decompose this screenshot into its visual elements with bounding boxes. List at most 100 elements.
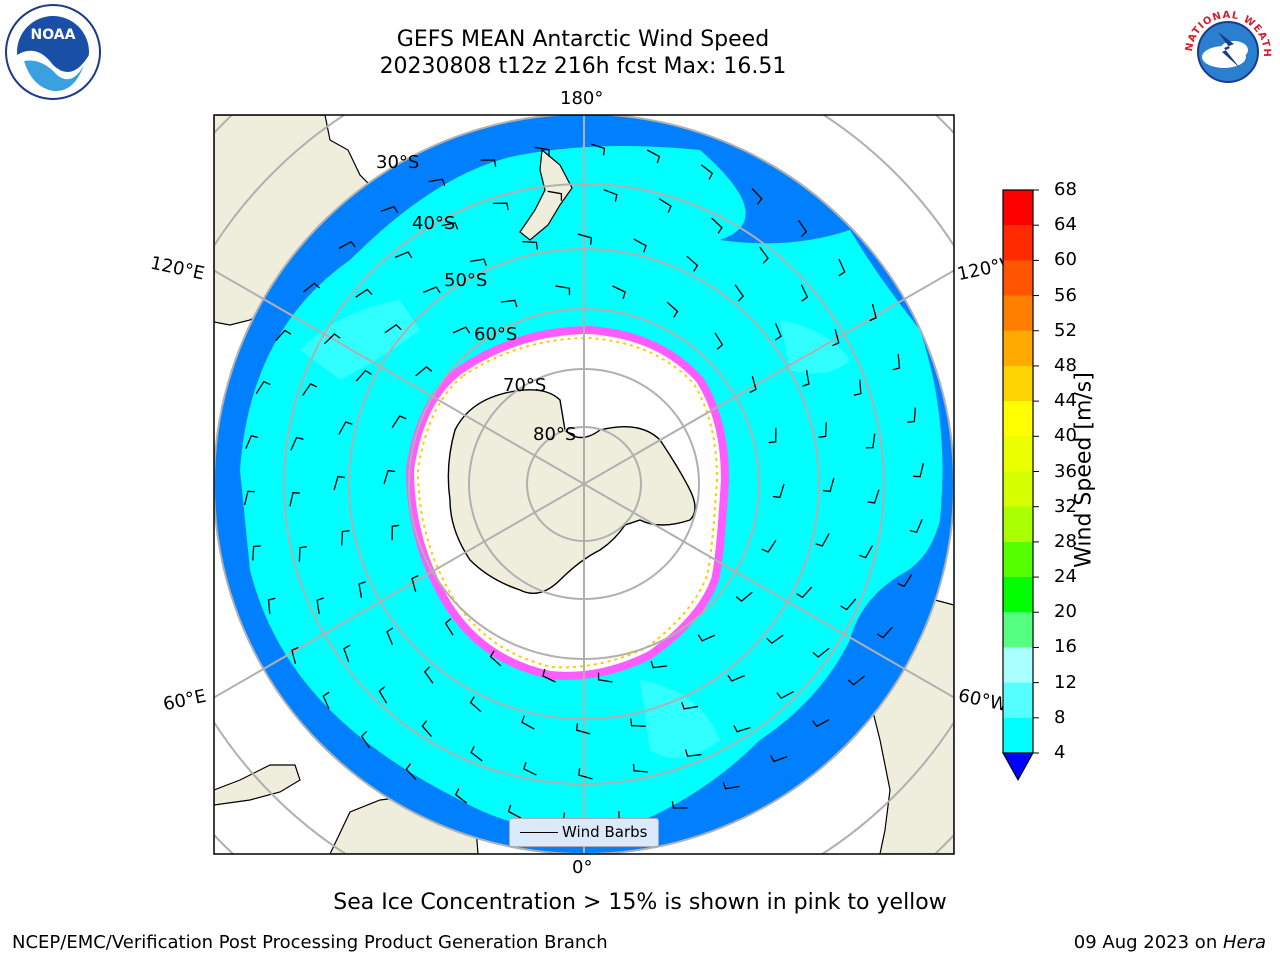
wind-barb	[684, 749, 702, 757]
wind-barb	[815, 533, 830, 547]
wind-barb	[812, 718, 830, 728]
chart-subtitle: 20230808 t12z 216h fcst Max: 16.51	[379, 54, 787, 79]
wind-barb	[470, 745, 483, 762]
wind-barb	[658, 198, 672, 213]
land-new-zealand	[519, 148, 573, 241]
colorbar-tick-label: 64	[1054, 214, 1077, 236]
colorbar-tick-label: 56	[1054, 284, 1077, 306]
wind-barb	[761, 539, 777, 553]
wind-barb	[913, 462, 925, 478]
lat-label-70s: 70°S	[503, 375, 547, 396]
wind-barb	[734, 284, 745, 302]
wind-barb	[415, 366, 433, 377]
wind-barb	[507, 804, 522, 819]
colorbar-segment	[1003, 717, 1033, 754]
wind-barb	[423, 666, 434, 684]
colorbar-tick-label: 28	[1054, 530, 1077, 552]
wind-barb	[243, 490, 255, 506]
map-legend: Wind Barbs	[509, 818, 659, 847]
wind-barb	[823, 477, 835, 493]
wind-barb	[838, 258, 846, 277]
colorbar-tick-label: 20	[1054, 601, 1077, 623]
wind-barb	[671, 800, 688, 809]
legend-label: Wind Barbs	[562, 823, 648, 841]
colorbar-segment	[1003, 577, 1033, 613]
colorbar-tick-label: 60	[1054, 249, 1077, 271]
colorbar-segment	[1003, 401, 1033, 437]
wind-barb	[255, 380, 271, 394]
wind-barb	[535, 146, 550, 157]
wind-barb	[897, 574, 913, 588]
wind-barb	[523, 762, 537, 776]
wind-barb	[700, 164, 714, 180]
wind-barb	[869, 303, 877, 322]
wind-barb	[812, 647, 830, 658]
wind-barb	[343, 644, 351, 663]
lat-label-60s: 60°S	[474, 324, 518, 345]
wind-barb	[818, 422, 827, 438]
wind-barb	[384, 323, 402, 334]
colorbar-tick-label: 48	[1054, 354, 1077, 376]
colorbar-segment	[1003, 436, 1033, 472]
colorbar-segment	[1003, 295, 1033, 332]
wind-barb	[603, 189, 618, 202]
footer-date: 09 Aug 2023 on Hera	[1074, 932, 1266, 953]
wind-barb	[302, 383, 318, 396]
wind-barb	[575, 723, 591, 735]
map-frame	[213, 114, 955, 855]
wind-barb	[555, 285, 571, 296]
wind-barb	[769, 754, 788, 763]
wind-barb	[797, 219, 808, 238]
wind-barb	[735, 591, 753, 602]
colorbar-tick-label: 40	[1054, 425, 1077, 447]
footer-date-text: 09 Aug 2023 on	[1073, 932, 1223, 953]
wind-barb	[853, 379, 862, 396]
wind-barb	[394, 251, 413, 259]
wind-barb	[355, 369, 372, 382]
wind-barb	[711, 217, 723, 234]
wind-barb	[275, 329, 292, 342]
wind-barb	[547, 190, 563, 201]
wind-barb	[267, 597, 276, 614]
colorbar-tick-label: 16	[1054, 636, 1077, 658]
colorbar-segment	[1003, 225, 1033, 261]
wind-barb	[802, 369, 810, 387]
wind-barb	[322, 691, 330, 710]
wind-barb	[632, 763, 649, 773]
colorbar-segment	[1003, 541, 1033, 578]
wind-barb	[714, 332, 724, 350]
lat-label-80s: 80°S	[533, 424, 577, 445]
wind-barb	[847, 675, 866, 686]
wind-barb	[405, 763, 417, 780]
wind-barb	[355, 288, 373, 298]
wind-barb	[380, 205, 399, 214]
wind-barb	[469, 696, 482, 713]
wind-barb	[291, 646, 299, 665]
colorbar-segment	[1003, 612, 1033, 648]
wind-barb	[421, 720, 433, 738]
wind-barb	[469, 258, 487, 266]
wind-barb	[522, 241, 538, 250]
wind-barb	[452, 326, 471, 334]
wind-barb	[542, 669, 556, 683]
wind-barb	[597, 672, 613, 683]
wind-barb	[323, 333, 341, 345]
ocean-mid-patch	[300, 300, 850, 758]
wind-barb	[768, 427, 777, 444]
colorbar-tick-label: 12	[1054, 671, 1077, 693]
wind-barb	[391, 415, 407, 429]
wind-barb	[360, 730, 371, 749]
wind-barb	[480, 159, 497, 168]
wind-barb	[577, 233, 593, 245]
wind-barb	[686, 255, 699, 272]
wind-barb	[796, 586, 813, 599]
wind-barb	[646, 149, 661, 164]
noaa-logo-text: NOAA	[31, 27, 76, 43]
legend-wind-barb-swatch	[520, 832, 558, 833]
colorbar-under-arrow	[1002, 752, 1034, 782]
sea-ice-inner	[416, 336, 719, 669]
wind-barb	[492, 202, 509, 211]
colorbar-tick-label: 24	[1054, 566, 1077, 588]
wind-barb	[759, 246, 769, 264]
